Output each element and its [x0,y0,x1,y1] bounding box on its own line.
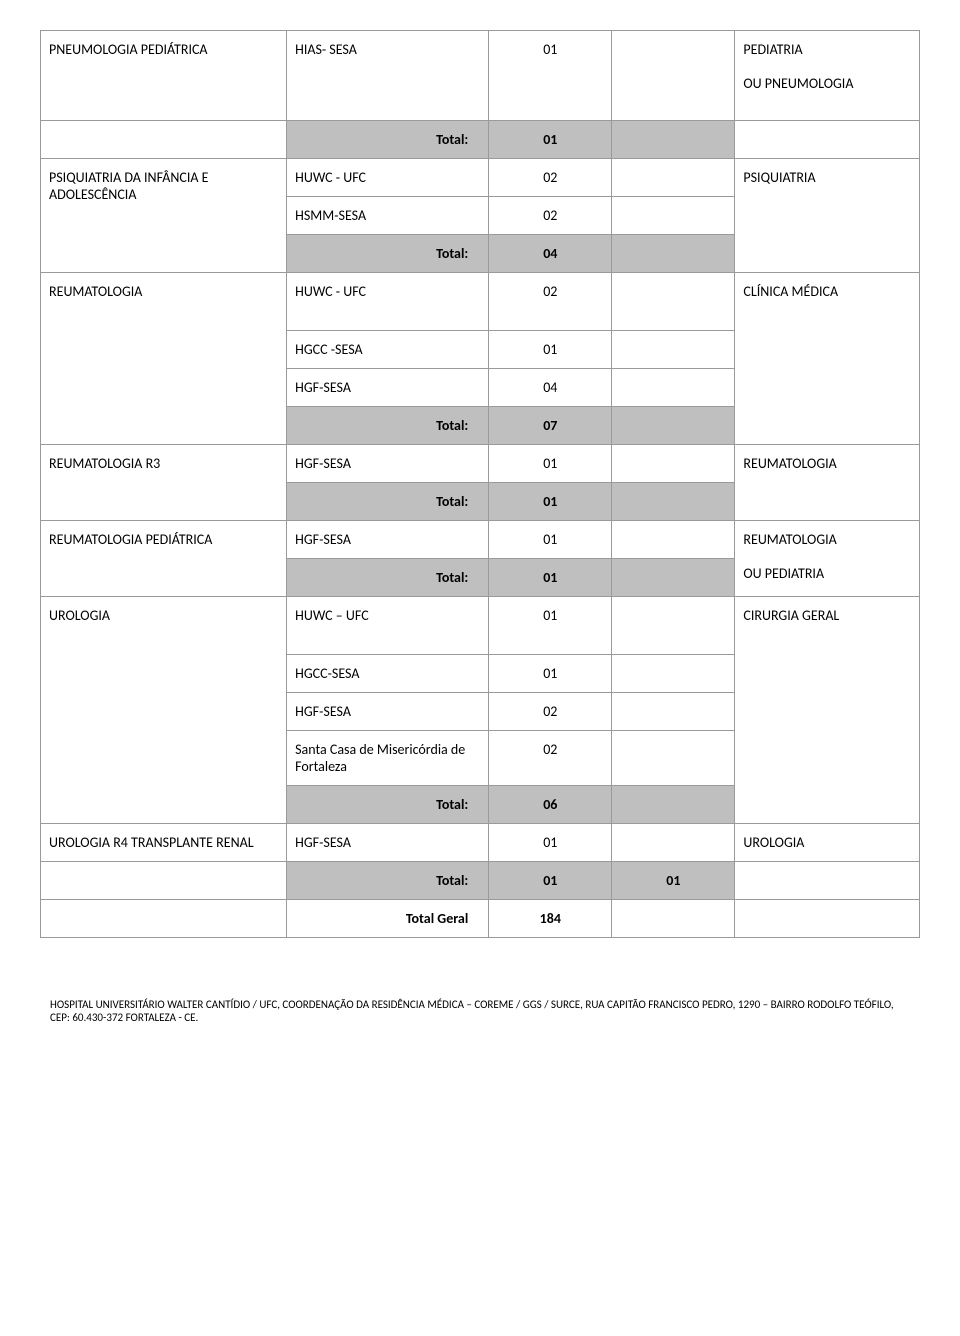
count-cell: 01 [489,824,612,862]
total-label: Total: [287,786,489,824]
total-value: 06 [489,786,612,824]
empty-cell [612,693,735,731]
institution-cell: HUWC – UFC [287,597,489,655]
total-value: 01 [489,559,612,597]
total-label: Total: [287,559,489,597]
total-label: Total: [287,862,489,900]
total-value: 01 [489,121,612,159]
empty-cell [41,862,287,900]
count-cell: 01 [489,655,612,693]
prerequisite-cell: CIRURGIA GERAL [735,597,920,824]
total-value: 01 [489,483,612,521]
total-value-2 [612,235,735,273]
specialty-cell: REUMATOLOGIA PEDIÁTRICA [41,521,287,597]
count-cell: 02 [489,273,612,331]
empty-cell [612,445,735,483]
prerequisite-cell: UROLOGIA [735,824,920,862]
empty-cell [41,121,287,159]
empty-cell [612,331,735,369]
total-value-2 [612,786,735,824]
institution-cell: HGF-SESA [287,824,489,862]
empty-cell [612,597,735,655]
prerequisite-cell: PEDIATRIAOU PNEUMOLOGIA [735,31,920,121]
total-value: 01 [489,862,612,900]
grand-total-label: Total Geral [287,900,489,938]
count-cell: 02 [489,197,612,235]
total-label: Total: [287,121,489,159]
institution-cell: HUWC - UFC [287,273,489,331]
empty-cell [41,900,287,938]
specialty-cell: REUMATOLOGIA [41,273,287,445]
specialty-cell: PNEUMOLOGIA PEDIÁTRICA [41,31,287,121]
total-label: Total: [287,483,489,521]
prerequisite-cell: REUMATOLOGIA [735,445,920,521]
empty-cell [612,273,735,331]
specialty-cell: PSIQUIATRIA DA INFÂNCIA E ADOLESCÊNCIA [41,159,287,273]
institution-cell: HIAS- SESA [287,31,489,121]
count-cell: 04 [489,369,612,407]
total-value: 04 [489,235,612,273]
grand-total-value: 184 [489,900,612,938]
institution-cell: HGCC -SESA [287,331,489,369]
institution-cell: HGF-SESA [287,445,489,483]
empty-cell [612,31,735,121]
empty-cell [612,900,735,938]
prerequisite-cell: CLÍNICA MÉDICA [735,273,920,445]
institution-cell: Santa Casa de Misericórdia de Fortaleza [287,731,489,786]
vacancies-table: PNEUMOLOGIA PEDIÁTRICAHIAS- SESA01PEDIAT… [40,30,920,938]
count-cell: 02 [489,731,612,786]
institution-cell: HGF-SESA [287,521,489,559]
empty-cell [612,159,735,197]
total-value: 07 [489,407,612,445]
total-value-2 [612,121,735,159]
empty-cell [612,824,735,862]
total-value-2: 01 [612,862,735,900]
prerequisite-cell: REUMATOLOGIAOU PEDIATRIA [735,521,920,597]
empty-cell [735,900,920,938]
total-value-2 [612,407,735,445]
count-cell: 02 [489,693,612,731]
institution-cell: HSMM-SESA [287,197,489,235]
institution-cell: HGCC-SESA [287,655,489,693]
total-label: Total: [287,407,489,445]
institution-cell: HGF-SESA [287,369,489,407]
prerequisite-cell: PSIQUIATRIA [735,159,920,273]
count-cell: 01 [489,445,612,483]
specialty-cell: UROLOGIA [41,597,287,824]
count-cell: 01 [489,521,612,559]
empty-cell [612,197,735,235]
total-label: Total: [287,235,489,273]
specialty-cell: UROLOGIA R4 TRANSPLANTE RENAL [41,824,287,862]
specialty-cell: REUMATOLOGIA R3 [41,445,287,521]
empty-cell [612,521,735,559]
empty-cell [612,369,735,407]
page-footer: HOSPITAL UNIVERSITÁRIO WALTER CANTÍDIO /… [40,998,920,1024]
institution-cell: HUWC - UFC [287,159,489,197]
institution-cell: HGF-SESA [287,693,489,731]
total-value-2 [612,559,735,597]
empty-cell [612,731,735,786]
count-cell: 01 [489,331,612,369]
total-value-2 [612,483,735,521]
count-cell: 01 [489,31,612,121]
empty-cell [735,121,920,159]
count-cell: 02 [489,159,612,197]
empty-cell [735,862,920,900]
empty-cell [612,655,735,693]
count-cell: 01 [489,597,612,655]
